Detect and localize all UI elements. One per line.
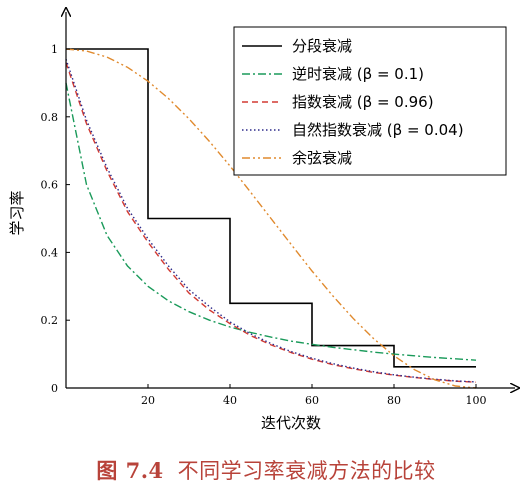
x-tick-label: 20 (141, 394, 155, 407)
y-tick-label: 0 (51, 382, 58, 395)
legend-label-5: 余弦衰减 (292, 149, 352, 167)
legend-label-2: 逆时衰减 (β = 0.1) (292, 65, 424, 83)
x-tick-label: 80 (387, 394, 401, 407)
figure-caption: 图 7.4 不同学习率衰减方法的比较 (0, 455, 532, 485)
y-tick-label: 1 (51, 43, 58, 56)
figure-title: 不同学习率衰减方法的比较 (177, 459, 436, 483)
series-line-2 (65, 82, 477, 361)
y-tick-label: 0.2 (41, 314, 59, 327)
x-axis-label: 迭代次数 (261, 414, 321, 432)
y-tick-label: 0.4 (41, 246, 59, 259)
x-tick-label: 100 (466, 394, 487, 407)
legend-box (233, 26, 507, 176)
series-line-3 (65, 62, 477, 383)
x-tick-label: 60 (305, 394, 319, 407)
legend-label-1: 分段衰减 (292, 37, 352, 55)
ticks: 20 40 60 80 100 0 0.2 0.4 0.6 0.8 1 (41, 43, 487, 407)
figure-number: 图 7.4 (96, 458, 164, 483)
x-tick-label: 40 (223, 394, 237, 407)
chart: 20 40 60 80 100 0 0.2 0.4 0.6 0.8 1 迭代次数 学习率 分段衰减逆… (8, 0, 532, 432)
y-tick-label: 0.8 (41, 111, 59, 124)
plot-lines (65, 48, 477, 389)
y-axis-label: 学习率 (8, 190, 26, 235)
series-line-1 (66, 48, 476, 368)
y-tick-label: 0.6 (41, 179, 59, 192)
legend-label-3: 指数衰减 (β = 0.96) (292, 93, 434, 111)
legend-label-4: 自然指数衰减 (β = 0.04) (292, 121, 464, 139)
series-line-5 (65, 48, 477, 389)
